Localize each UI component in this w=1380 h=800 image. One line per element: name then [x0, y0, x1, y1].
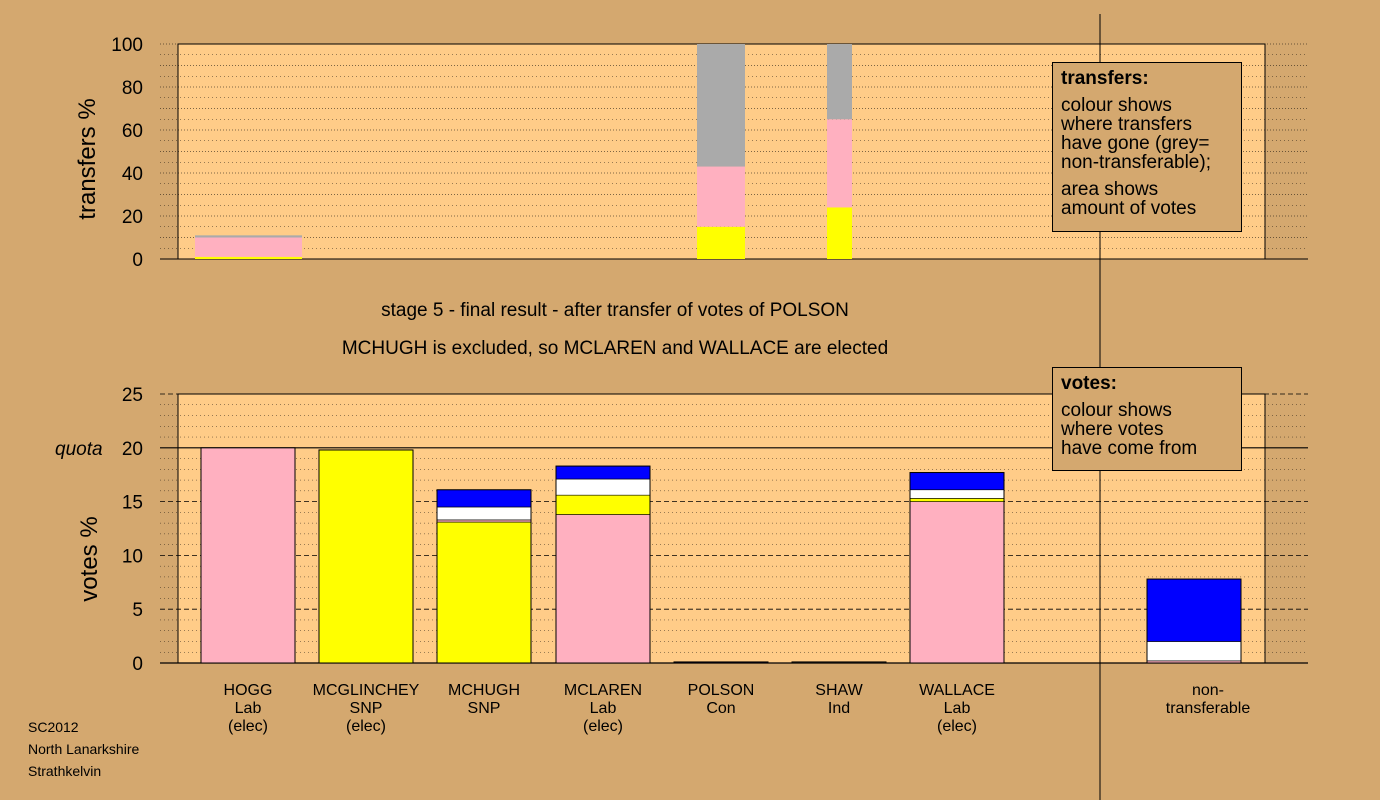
bottom-y-tick-label: 15: [122, 493, 143, 514]
bar-segment-wallace: [909, 498, 1005, 502]
candidate-label-mcglinchey: MCGLINCHEY SNP (elec): [296, 682, 436, 736]
quota-label: quota: [55, 439, 103, 460]
candidate-name: POLSON: [687, 682, 755, 699]
candidate-name: HOGG: [223, 682, 273, 699]
candidate-label-mchugh: MCHUGH SNP: [414, 682, 554, 718]
bar-segment-mchugh: [436, 521, 532, 664]
nontransferable-label-line2: transferable: [1165, 700, 1251, 717]
top-y-tick-label: 20: [122, 207, 143, 228]
candidate-name: MCHUGH: [448, 682, 520, 699]
stage-title: stage 5 - final result - after transfer …: [381, 300, 849, 321]
footer-council: North Lanarkshire: [28, 741, 140, 757]
candidate-party: Ind: [827, 700, 851, 717]
footer: SC2012 North Lanarkshire Strathkelvin: [28, 716, 139, 782]
bar-outline-non-transferable: [1146, 578, 1242, 664]
candidate-status: (elec): [582, 718, 623, 735]
bottom-y-tick-label: 5: [132, 600, 143, 621]
candidate-party: SNP: [349, 700, 383, 717]
bar-outline-polson: [673, 661, 769, 664]
bottom-y-axis-label: votes %: [76, 516, 103, 602]
candidate-label-mclaren: MCLAREN Lab (elec): [533, 682, 673, 736]
bar-segment-non-transferable: [1146, 641, 1242, 662]
bar-outline-hogg: [200, 447, 296, 664]
top-bar-segment-shaw: [827, 207, 852, 259]
candidate-party: Con: [706, 700, 736, 717]
footer-election: SC2012: [28, 719, 79, 735]
legend-transfers-text-1: colour shows where transfers have gone (…: [1061, 95, 1211, 173]
footer-ward: Strathkelvin: [28, 763, 102, 779]
bar-segment-wallace: [909, 501, 1005, 664]
bar-segment-mchugh: [436, 519, 532, 523]
bar-segment-hogg: [200, 447, 296, 664]
bottom-y-tick-label: 0: [132, 654, 143, 675]
candidate-name: SHAW: [815, 682, 863, 699]
legend-votes: votes: colour shows where votes have com…: [1052, 367, 1242, 471]
top-y-tick-label: 60: [122, 121, 143, 142]
bar-segment-mchugh: [436, 489, 532, 508]
candidate-party: Lab: [943, 700, 971, 717]
bar-outline-wallace: [909, 472, 1005, 664]
bar-segment-mclaren: [555, 478, 651, 496]
candidate-status: (elec): [227, 718, 268, 735]
bar-segment-mclaren: [555, 465, 651, 480]
legend-transfers-text-2: area shows amount of votes: [1061, 179, 1197, 219]
top-bar-segment-hogg: [195, 237, 302, 257]
bar-outline-mcglinchey: [318, 449, 414, 664]
bar-segment-mchugh: [436, 506, 532, 521]
top-y-axis-label: transfers %: [74, 98, 101, 220]
bar-segment-mclaren: [555, 514, 651, 664]
top-bar-segment-polson: [697, 166, 745, 227]
bar-outline-shaw: [791, 661, 887, 664]
bar-segment-wallace: [909, 472, 1005, 491]
nontransferable-label-line1: non-: [1191, 682, 1225, 699]
bottom-y-tick-label: 10: [122, 546, 143, 567]
bar-segment-mcglinchey: [318, 449, 414, 664]
candidate-name: MCLAREN: [563, 682, 643, 699]
stage-subtitle: MCHUGH is excluded, so MCLAREN and WALLA…: [341, 338, 889, 359]
top-y-tick-label: 40: [122, 164, 143, 185]
candidate-label-shaw: SHAW Ind: [769, 682, 909, 718]
legend-votes-text: colour shows where votes have come from: [1061, 400, 1198, 459]
candidate-label-wallace: WALLACE Lab (elec): [887, 682, 1027, 736]
candidate-label-hogg: HOGG Lab (elec): [178, 682, 318, 736]
candidate-status: (elec): [936, 718, 977, 735]
bar-segment-wallace: [909, 489, 1005, 499]
bar-outline-mchugh: [436, 489, 532, 664]
bar-segment-non-transferable: [1146, 578, 1242, 642]
top-y-tick-label: 100: [111, 35, 143, 56]
candidate-party: Lab: [234, 700, 262, 717]
legend-transfers: transfers: colour shows where transfers …: [1052, 62, 1242, 232]
candidate-party: Lab: [589, 700, 617, 717]
top-y-tick-label: 80: [122, 78, 143, 99]
top-bar-segment-shaw: [827, 119, 852, 208]
bottom-y-tick-label: 20: [122, 439, 143, 460]
top-bar-segment-polson: [697, 226, 745, 259]
candidate-name: MCGLINCHEY: [312, 682, 420, 699]
legend-votes-title: votes:: [1061, 373, 1117, 394]
top-y-tick-label: 0: [132, 250, 143, 271]
candidate-name: WALLACE: [919, 682, 995, 699]
bottom-y-tick-label: 25: [122, 385, 143, 406]
bar-segment-mclaren: [555, 494, 651, 515]
bar-outline-mclaren: [555, 465, 651, 664]
top-bar-segment-polson: [697, 44, 745, 167]
top-bar-segment-hogg: [195, 256, 302, 259]
legend-transfers-title: transfers:: [1061, 68, 1149, 89]
candidate-status: (elec): [345, 718, 386, 735]
candidate-party: SNP: [467, 700, 501, 717]
nontransferable-label: non- transferable: [1138, 682, 1278, 718]
top-bar-segment-hogg: [195, 235, 302, 238]
candidate-label-polson: POLSON Con: [651, 682, 791, 718]
top-bar-segment-shaw: [827, 44, 852, 120]
